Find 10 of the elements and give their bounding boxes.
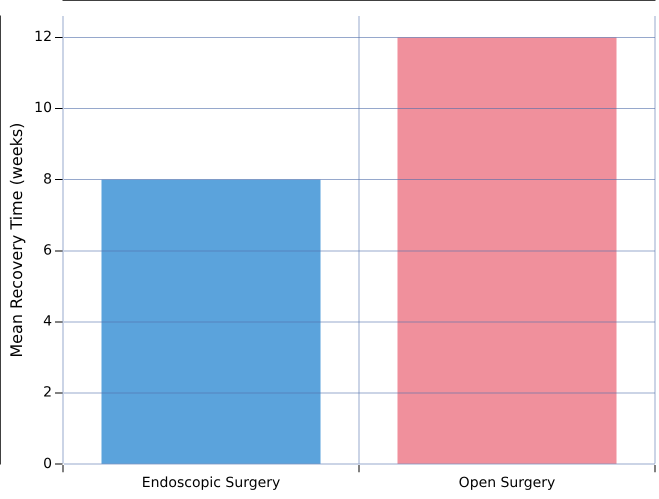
y-tick-label: 8: [43, 171, 52, 188]
y-tick-label: 12: [34, 28, 52, 45]
y-axis-title: Mean Recovery Time (weeks): [6, 122, 26, 358]
y-tick-label: 0: [43, 456, 52, 472]
x-tick-label: Open Surgery: [458, 475, 556, 492]
y-tick-label: 6: [43, 242, 52, 258]
y-tick-label: 10: [34, 100, 52, 116]
y-tick-label: 4: [43, 314, 52, 330]
x-tick-label: Endoscopic Surgery: [142, 475, 280, 492]
y-tick-label: 2: [43, 384, 52, 401]
